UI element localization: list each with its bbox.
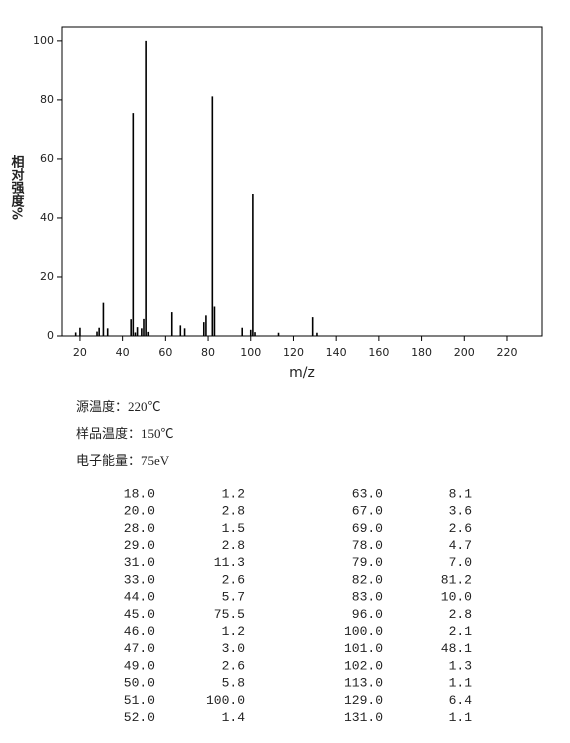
table-cell: 2.1 [449, 624, 473, 639]
x-tick-label: 20 [73, 346, 87, 359]
x-tick-label: 160 [368, 346, 389, 359]
table-cell: 113.0 [344, 676, 383, 691]
table-cell: 51.0 [124, 693, 155, 708]
table-cell: 6.4 [449, 693, 473, 708]
table-cell: 2.8 [449, 607, 472, 622]
x-tick-label: 140 [326, 346, 347, 359]
info-line: 源温度：220℃ [76, 399, 161, 414]
table-cell: 44.0 [124, 590, 155, 605]
table-cell: 2.8 [222, 504, 245, 519]
table-cell: 79.0 [352, 555, 383, 570]
table-cell: 1.2 [222, 486, 245, 501]
table-cell: 1.1 [449, 676, 473, 691]
y-tick-label: 60 [40, 152, 54, 165]
info-line: 电子能量：75eV [76, 453, 170, 468]
table-cell: 63.0 [352, 486, 383, 501]
table-cell: 45.0 [124, 607, 155, 622]
table-cell: 69.0 [352, 521, 383, 536]
table-cell: 67.0 [352, 504, 383, 519]
y-axis-label: 相对强度% [9, 154, 25, 220]
table-cell: 1.4 [222, 710, 246, 725]
x-tick-label: 40 [116, 346, 130, 359]
table-cell: 46.0 [124, 624, 155, 639]
table-cell: 49.0 [124, 658, 155, 673]
table-cell: 3.0 [222, 641, 245, 656]
plot-frame [61, 26, 543, 337]
table-cell: 1.3 [449, 658, 472, 673]
y-tick-label: 100 [33, 34, 54, 47]
table-cell: 10.0 [441, 590, 472, 605]
table-cell: 48.1 [441, 641, 472, 656]
table-cell: 33.0 [124, 572, 155, 587]
table-cell: 2.6 [449, 521, 472, 536]
table-cell: 5.7 [222, 590, 245, 605]
table-cell: 129.0 [344, 693, 383, 708]
table-cell: 47.0 [124, 641, 155, 656]
y-tick-label: 80 [40, 93, 54, 106]
info-line: 样品温度：150℃ [76, 426, 174, 441]
table-cell: 96.0 [352, 607, 383, 622]
table-cell: 100.0 [206, 693, 245, 708]
x-tick-label: 80 [201, 346, 215, 359]
table-cell: 11.3 [214, 555, 245, 570]
table-cell: 3.6 [449, 504, 472, 519]
table-cell: 101.0 [344, 641, 383, 656]
x-tick-label: 220 [496, 346, 517, 359]
table-cell: 102.0 [344, 658, 383, 673]
table-cell: 28.0 [124, 521, 155, 536]
table-cell: 29.0 [124, 538, 155, 553]
table-cell: 8.1 [449, 486, 473, 501]
table-cell: 18.0 [124, 486, 155, 501]
x-tick-label: 180 [411, 346, 432, 359]
table-cell: 1.2 [222, 624, 245, 639]
table-cell: 100.0 [344, 624, 383, 639]
table-cell: 75.5 [214, 607, 245, 622]
table-cell: 5.8 [222, 676, 245, 691]
table-cell: 52.0 [124, 710, 155, 725]
table-cell: 50.0 [124, 676, 155, 691]
x-axis-label: m/z [289, 365, 315, 381]
table-cell: 1.5 [222, 521, 245, 536]
table-cell: 2.8 [222, 538, 245, 553]
y-tick-label: 20 [40, 270, 54, 283]
table-cell: 2.6 [222, 658, 245, 673]
table-cell: 82.0 [352, 572, 383, 587]
table-cell: 2.6 [222, 572, 245, 587]
table-cell: 131.0 [344, 710, 383, 725]
table-cell: 83.0 [352, 590, 383, 605]
x-tick-label: 100 [240, 346, 261, 359]
table-cell: 78.0 [352, 538, 383, 553]
y-tick-label: 0 [47, 329, 54, 342]
y-tick-label: 40 [40, 211, 54, 224]
table-cell: 4.7 [449, 538, 472, 553]
table-cell: 1.1 [449, 710, 473, 725]
table-cell: 81.2 [441, 572, 472, 587]
table-cell: 31.0 [124, 555, 155, 570]
x-tick-label: 60 [158, 346, 172, 359]
x-tick-label: 120 [283, 346, 304, 359]
table-cell: 20.0 [124, 504, 155, 519]
table-cell: 7.0 [449, 555, 472, 570]
x-tick-label: 200 [454, 346, 475, 359]
